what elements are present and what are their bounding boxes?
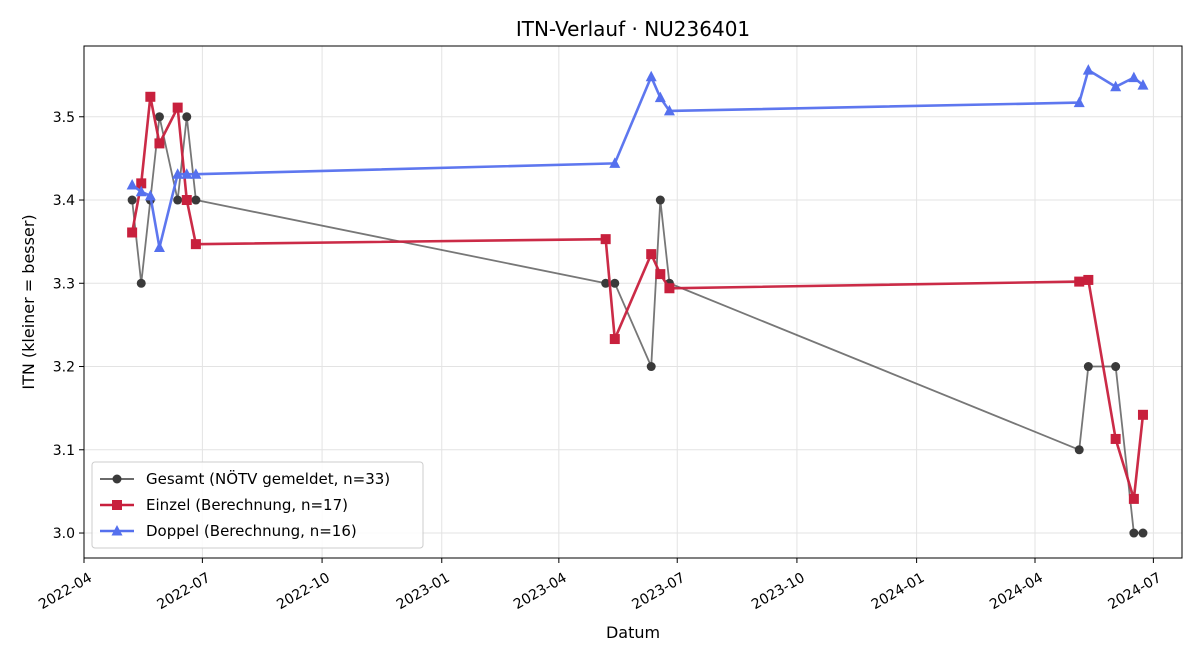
data-point xyxy=(1074,276,1085,287)
data-point xyxy=(136,178,147,189)
data-point xyxy=(654,91,666,103)
data-point xyxy=(145,91,156,102)
data-point xyxy=(1137,79,1149,90)
data-point xyxy=(1110,433,1121,444)
data-point xyxy=(646,362,656,372)
series-layer xyxy=(126,64,1149,538)
legend-marker xyxy=(112,474,122,484)
data-point xyxy=(172,168,184,179)
data-point xyxy=(646,249,657,260)
data-point xyxy=(191,195,201,205)
data-point xyxy=(1074,445,1084,455)
data-point xyxy=(600,234,611,245)
legend-marker xyxy=(111,525,123,536)
data-point xyxy=(1129,528,1139,538)
series-line xyxy=(131,68,1144,249)
x-tick-label: 2022-04 xyxy=(36,570,95,613)
data-point xyxy=(1083,274,1094,285)
data-point xyxy=(663,104,675,116)
data-point xyxy=(601,278,611,288)
y-tick-label: 3.0 xyxy=(53,526,75,542)
data-point xyxy=(190,168,202,179)
data-point xyxy=(154,138,165,149)
x-tick-label: 2024-04 xyxy=(987,570,1046,613)
series-line xyxy=(130,95,1145,501)
legend-label: Einzel (Berechnung, n=17) xyxy=(146,496,348,514)
x-tick-label: 2024-01 xyxy=(869,570,928,613)
data-point xyxy=(1128,71,1140,83)
y-tick-label: 3.1 xyxy=(53,443,75,459)
data-point xyxy=(1128,493,1139,504)
x-tick-label: 2023-04 xyxy=(511,570,570,613)
data-point xyxy=(190,239,201,250)
legend: Gesamt (NÖTV gemeldet, n=33) Einzel (Bere… xyxy=(91,461,424,549)
data-point xyxy=(655,195,665,205)
data-point xyxy=(135,185,147,197)
data-point xyxy=(664,283,675,294)
data-point xyxy=(181,195,192,206)
x-tick-label: 2024-07 xyxy=(1106,570,1165,613)
legend-label: Doppel (Berechnung, n=16) xyxy=(146,522,357,540)
y-tick-label: 3.2 xyxy=(53,360,75,376)
y-tick-label: 3.5 xyxy=(53,110,75,126)
data-point xyxy=(136,278,146,288)
data-point xyxy=(655,269,666,280)
data-point xyxy=(645,70,657,82)
legend-box xyxy=(91,461,424,549)
plot-frame xyxy=(83,45,1183,559)
x-tick-label: 2023-10 xyxy=(749,570,808,613)
x-tick-label: 2022-10 xyxy=(274,570,333,613)
legend-marker xyxy=(112,500,122,510)
data-point xyxy=(1111,362,1121,372)
legend-label: Gesamt (NÖTV gemeldet, n=33) xyxy=(146,469,390,488)
data-point xyxy=(173,195,183,205)
data-point xyxy=(1082,64,1094,75)
x-axis-title: Datum xyxy=(606,623,660,642)
x-tick-label: 2023-01 xyxy=(394,570,453,613)
data-point xyxy=(127,227,138,238)
series-square xyxy=(127,91,1148,504)
data-point xyxy=(127,195,137,205)
data-point xyxy=(1137,409,1148,420)
data-point xyxy=(610,278,620,288)
data-point xyxy=(182,112,192,122)
series-triangle xyxy=(126,64,1149,252)
y-tick-label: 3.4 xyxy=(53,193,75,209)
data-point xyxy=(172,102,183,113)
y-axis-title: ITN (kleiner = besser) xyxy=(19,214,38,389)
data-point xyxy=(609,334,620,345)
y-tick-label: 3.3 xyxy=(53,276,75,292)
data-point xyxy=(153,241,165,252)
data-point xyxy=(1138,528,1148,538)
data-point xyxy=(144,189,156,201)
data-point xyxy=(1083,362,1093,372)
data-point xyxy=(181,168,193,179)
data-point xyxy=(154,112,164,122)
data-point xyxy=(126,179,138,190)
chart-title: ITN-Verlauf · NU236401 xyxy=(516,17,750,41)
data-point xyxy=(1073,96,1085,108)
data-point xyxy=(1110,80,1122,92)
x-tick-label: 2023-07 xyxy=(629,570,688,613)
x-tick-label: 2022-07 xyxy=(155,570,214,613)
data-point xyxy=(609,157,621,168)
